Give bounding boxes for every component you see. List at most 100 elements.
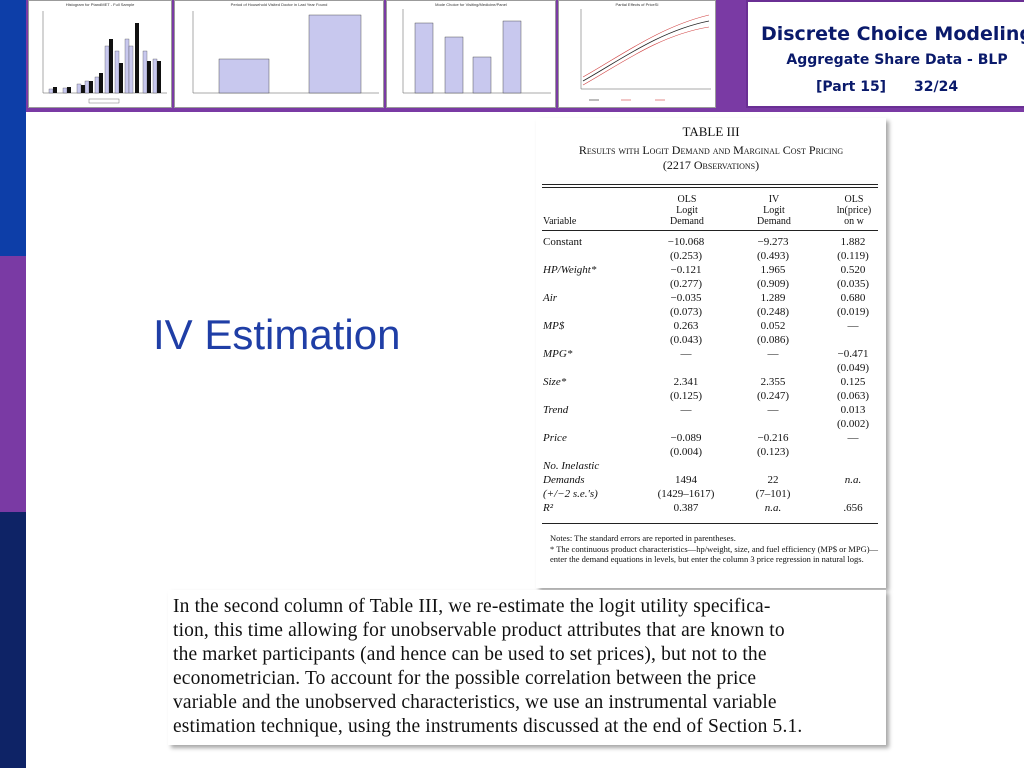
table-cell: —: [767, 348, 779, 360]
table-cell: 1.289: [760, 292, 786, 304]
results-table-image: TABLE III Results with Logit Demand and …: [536, 118, 886, 588]
table-note-1: Notes: The standard errors are reported …: [550, 533, 736, 543]
table-row-label: R²: [543, 502, 554, 514]
thumbnail-title: Partial Effects of PriceSI: [615, 2, 659, 7]
table-cell: −9.273: [757, 236, 789, 248]
table-row-label: Size*: [543, 376, 567, 388]
table-cell: −0.121: [670, 264, 702, 276]
table-cell: —: [680, 348, 692, 360]
table-row-label: Demands: [543, 474, 585, 486]
table-cell: 0.263: [673, 320, 699, 332]
table-cell: (0.119): [837, 250, 869, 262]
thumbnail-histogram: Histogram for PtandMET - Full Sample: [28, 0, 172, 108]
table-cell: 0.013: [840, 404, 866, 416]
table-row-label: (+/−2 s.e.'s): [543, 488, 598, 500]
paragraph-line: variable and the unobserved characterist…: [173, 692, 777, 713]
table-cell: 1.882: [840, 236, 866, 248]
table-cell: (0.909): [756, 278, 790, 290]
table-cell: .656: [843, 502, 863, 514]
table-cell: −10.068: [667, 236, 705, 248]
thumbnail-title: Period of Household Visited Doctor in La…: [230, 2, 328, 7]
table-row-label: MPG*: [543, 348, 573, 360]
table-rule-top2: [542, 187, 878, 188]
column-header-iv-logit: IV Logit Demand: [757, 194, 791, 227]
thumbnail-bar-chart: Period of Household Visited Doctor in La…: [174, 0, 384, 108]
table-cell: (7–101): [755, 488, 791, 500]
partial-effects-figure: [580, 9, 711, 101]
table-row-label: Price: [543, 432, 567, 444]
table-cell: (0.123): [756, 446, 790, 458]
table-cell: 0.387: [673, 502, 699, 514]
table-cell: (0.019): [836, 306, 870, 318]
column-header-variable: Variable: [543, 216, 577, 227]
table-cell: (0.493): [756, 250, 790, 262]
header-banner: Histogram for PtandMET - Full Sample: [26, 0, 1024, 112]
table-cell: −0.471: [837, 348, 869, 360]
table-row-label: HP/Weight*: [543, 264, 597, 276]
table-title: TABLE III: [682, 124, 740, 139]
table-cell: −0.216: [757, 432, 789, 444]
table-cell: 22: [767, 474, 779, 486]
table-rule-bottom: [542, 523, 878, 524]
column-header-ols-price: OLS ln(price) on w: [836, 194, 872, 227]
slide-number: 32/24: [914, 79, 959, 95]
table-cell: 1.965: [760, 264, 786, 276]
table-cell: (0.043): [669, 334, 703, 346]
course-subtitle: Aggregate Share Data - BLP: [786, 52, 1008, 68]
accent-segment-navy: [0, 512, 26, 768]
mode-bar-figure: [402, 9, 551, 94]
thumbnail-mode-chart: Mode Choice for Visiting/Medicine/Panel: [386, 0, 556, 108]
table-cell: —: [680, 404, 692, 416]
table-cell: 0.052: [760, 320, 786, 332]
table-cell: (0.002): [836, 418, 870, 430]
part-label: [Part 15]: [816, 79, 887, 95]
slide-heading: IV Estimation: [153, 311, 401, 358]
paragraph-line: econometrician. To account for the possi…: [173, 668, 757, 689]
table-cell: (0.063): [836, 390, 870, 402]
table-cell: (0.277): [669, 278, 703, 290]
paragraph-line: In the second column of Table III, we re…: [173, 596, 771, 617]
accent-segment-purple: [0, 256, 26, 512]
course-title: Discrete Choice Modeling: [760, 23, 1024, 45]
table-cell: —: [767, 404, 779, 416]
table-cell: (0.004): [669, 446, 703, 458]
paragraph-line: the market participants (and hence can b…: [173, 644, 767, 665]
left-accent-bar: [0, 0, 26, 768]
table-row-label: No. Inelastic: [543, 460, 600, 472]
table-notes: Notes: The standard errors are reported …: [550, 533, 880, 565]
accent-segment-blue: [0, 0, 26, 256]
slide-title-box: Discrete Choice Modeling Aggregate Share…: [746, 0, 1024, 108]
thumbnail-title: Histogram for PtandMET - Full Sample: [65, 2, 135, 7]
table-rule-header: [542, 230, 878, 231]
table-rule-top: [542, 184, 878, 185]
table-cell: (0.049): [836, 362, 870, 374]
table-cell: 0.125: [840, 376, 866, 388]
table-row-label: Trend: [543, 404, 569, 416]
table-cell: (0.086): [756, 334, 790, 346]
table-cell: (0.125): [669, 390, 703, 402]
table-cell: 2.355: [760, 376, 786, 388]
table-cell: 0.680: [840, 292, 866, 304]
table-cell: —: [847, 432, 859, 444]
table-cell: (0.073): [669, 306, 703, 318]
bar-figure: [192, 11, 379, 94]
table-row-label: Constant: [543, 236, 583, 248]
histogram-figure: [42, 11, 167, 104]
table-cell: 2.341: [673, 376, 699, 388]
table-cell: −0.035: [670, 292, 702, 304]
table-row-label: MP$: [543, 320, 565, 332]
table-cell: (1429–1617): [657, 488, 715, 500]
table-cell: (0.035): [836, 278, 870, 290]
paragraph-line: tion, this time allowing for unobservabl…: [173, 620, 785, 641]
table-cell: n.a.: [844, 474, 862, 486]
table-cell: −0.089: [670, 432, 702, 444]
table-observations: (2217 Observations): [662, 158, 760, 172]
thumbnail-title: Mode Choice for Visiting/Medicine/Panel: [435, 2, 507, 7]
thumbnail-partial-effects: Partial Effects of PriceSI: [558, 0, 716, 108]
table-cell: (0.247): [756, 390, 790, 402]
paragraph-excerpt-image: In the second column of Table III, we re…: [168, 590, 886, 745]
table-cell: —: [847, 320, 859, 332]
table-note-2: * The continuous product characteristics…: [550, 543, 879, 565]
paragraph-line: estimation technique, using the instrume…: [173, 716, 803, 737]
table-cell: 1494: [675, 474, 697, 486]
